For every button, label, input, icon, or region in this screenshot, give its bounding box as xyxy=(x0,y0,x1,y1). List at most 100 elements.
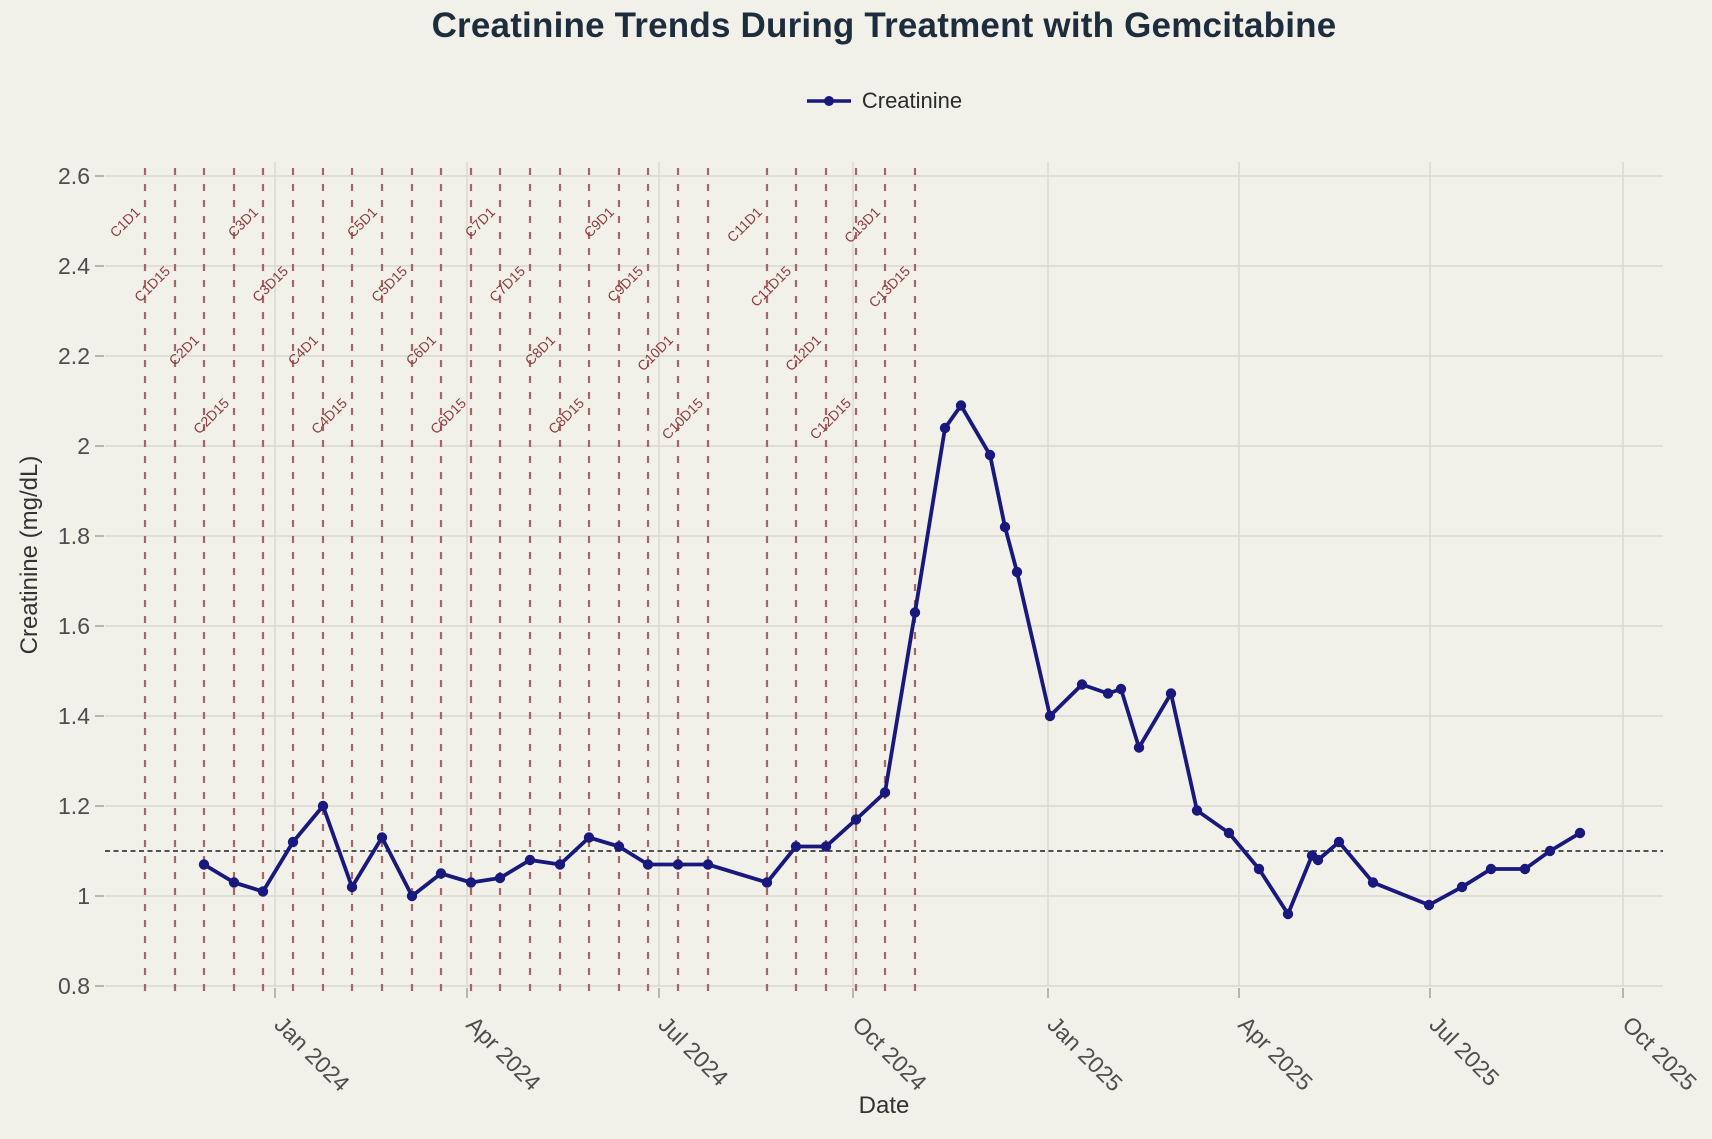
x-tick-label: Jan 2024 xyxy=(269,1011,354,1096)
y-tick-label: 1.2 xyxy=(58,793,90,819)
data-point xyxy=(999,521,1011,533)
data-point xyxy=(672,859,684,870)
y-tick-label: 0.8 xyxy=(58,973,90,999)
data-point xyxy=(790,841,802,852)
data-point xyxy=(642,859,654,870)
y-tick-label: 2.4 xyxy=(58,253,90,279)
y-tick-label: 1.6 xyxy=(58,613,90,639)
data-point xyxy=(198,859,210,870)
data-point xyxy=(1333,836,1345,848)
data-point xyxy=(228,877,240,888)
treatment-visit-label: C12D1 xyxy=(782,332,824,374)
x-tick-label: Apr 2025 xyxy=(1233,1011,1317,1095)
data-point xyxy=(257,886,269,897)
y-axis-title: Creatinine (mg/dL) xyxy=(16,455,43,655)
data-point xyxy=(1367,877,1379,888)
data-point xyxy=(1011,566,1023,578)
data-point xyxy=(1076,679,1088,690)
x-tick-label: Oct 2025 xyxy=(1617,1011,1701,1095)
data-point xyxy=(1544,845,1556,857)
treatment-visit-label: C1D1 xyxy=(106,204,143,241)
data-point xyxy=(702,859,714,870)
treatment-visit-label: C11D15 xyxy=(747,263,794,310)
treatment-visit-label: C2D1 xyxy=(165,332,202,369)
x-tick-label: Jan 2025 xyxy=(1042,1011,1127,1096)
x-tick-label: Jul 2025 xyxy=(1424,1011,1504,1091)
data-point xyxy=(850,814,862,825)
y-tick-label: 1.8 xyxy=(58,523,90,549)
y-tick-label: 2 xyxy=(77,433,90,459)
data-point xyxy=(1102,688,1114,699)
treatment-visit-label: C3D1 xyxy=(224,204,261,241)
treatment-visit-label: C6D1 xyxy=(402,332,439,369)
treatment-visit-label: C7D15 xyxy=(486,263,528,305)
y-tick-label: 2.6 xyxy=(58,163,90,189)
data-point xyxy=(1423,899,1435,911)
data-point xyxy=(435,868,447,879)
data-point xyxy=(879,787,891,798)
data-point xyxy=(761,877,773,888)
data-point xyxy=(317,800,329,812)
data-point xyxy=(984,449,996,461)
data-point xyxy=(1115,683,1127,695)
treatment-visit-label: C8D1 xyxy=(521,332,558,369)
data-point xyxy=(1282,908,1294,920)
data-point xyxy=(1312,854,1324,866)
data-point xyxy=(1165,688,1177,699)
data-point xyxy=(613,841,625,852)
y-tick-label: 1 xyxy=(77,883,90,909)
data-point xyxy=(1456,881,1468,893)
treatment-visit-label: C5D1 xyxy=(343,204,380,241)
treatment-visit-label: C2D15 xyxy=(190,395,232,437)
data-point xyxy=(465,877,477,888)
chart-title: Creatinine Trends During Treatment with … xyxy=(431,6,1337,45)
data-point xyxy=(376,832,388,843)
x-tick-label: Apr 2024 xyxy=(461,1011,546,1096)
treatment-visit-label: C4D1 xyxy=(284,332,321,369)
treatment-visit-label: C13D1 xyxy=(841,204,883,246)
data-point xyxy=(1044,710,1056,722)
treatment-visit-label: C8D15 xyxy=(545,395,587,437)
x-tick-label: Jul 2024 xyxy=(653,1011,733,1091)
treatment-visit-label: C13D15 xyxy=(865,263,913,311)
data-point xyxy=(939,422,951,434)
x-tick-label: Oct 2024 xyxy=(847,1011,932,1096)
data-point xyxy=(820,841,832,852)
y-tick-label: 2.2 xyxy=(58,343,90,369)
treatment-visit-label: C10D1 xyxy=(634,332,676,374)
data-point xyxy=(524,854,536,866)
treatment-visit-label: C11D1 xyxy=(724,204,766,246)
data-point xyxy=(554,859,566,870)
data-point xyxy=(494,872,506,884)
data-point xyxy=(1191,805,1203,816)
treatment-visit-label: C4D15 xyxy=(308,395,350,437)
legend-label: Creatinine xyxy=(861,88,963,113)
treatment-visit-label: C3D15 xyxy=(249,263,291,305)
data-point xyxy=(955,400,967,411)
treatment-visit-label: C12D15 xyxy=(806,395,854,443)
data-point xyxy=(1574,827,1586,839)
legend: Creatinine xyxy=(105,88,1663,114)
data-point xyxy=(287,836,299,848)
data-point xyxy=(583,832,595,843)
data-point xyxy=(1253,863,1265,875)
data-point xyxy=(909,607,921,618)
treatment-visit-label: C1D15 xyxy=(131,263,173,305)
data-point xyxy=(1519,863,1531,875)
data-point xyxy=(1485,863,1497,875)
data-point xyxy=(1223,827,1235,839)
treatment-visit-label: C9D15 xyxy=(604,263,646,305)
treatment-visit-label: C10D15 xyxy=(658,395,706,443)
data-point xyxy=(1133,742,1145,753)
data-point xyxy=(406,890,418,902)
treatment-visit-label: C6D15 xyxy=(427,395,469,437)
x-axis-title: Date xyxy=(858,1092,910,1119)
treatment-visit-label: C9D1 xyxy=(580,204,617,241)
legend-line-marker-icon xyxy=(806,96,851,106)
y-tick-label: 1.4 xyxy=(58,703,90,729)
creatinine-line xyxy=(202,403,1582,916)
treatment-visit-label: C5D15 xyxy=(368,263,410,305)
data-point xyxy=(346,881,358,893)
